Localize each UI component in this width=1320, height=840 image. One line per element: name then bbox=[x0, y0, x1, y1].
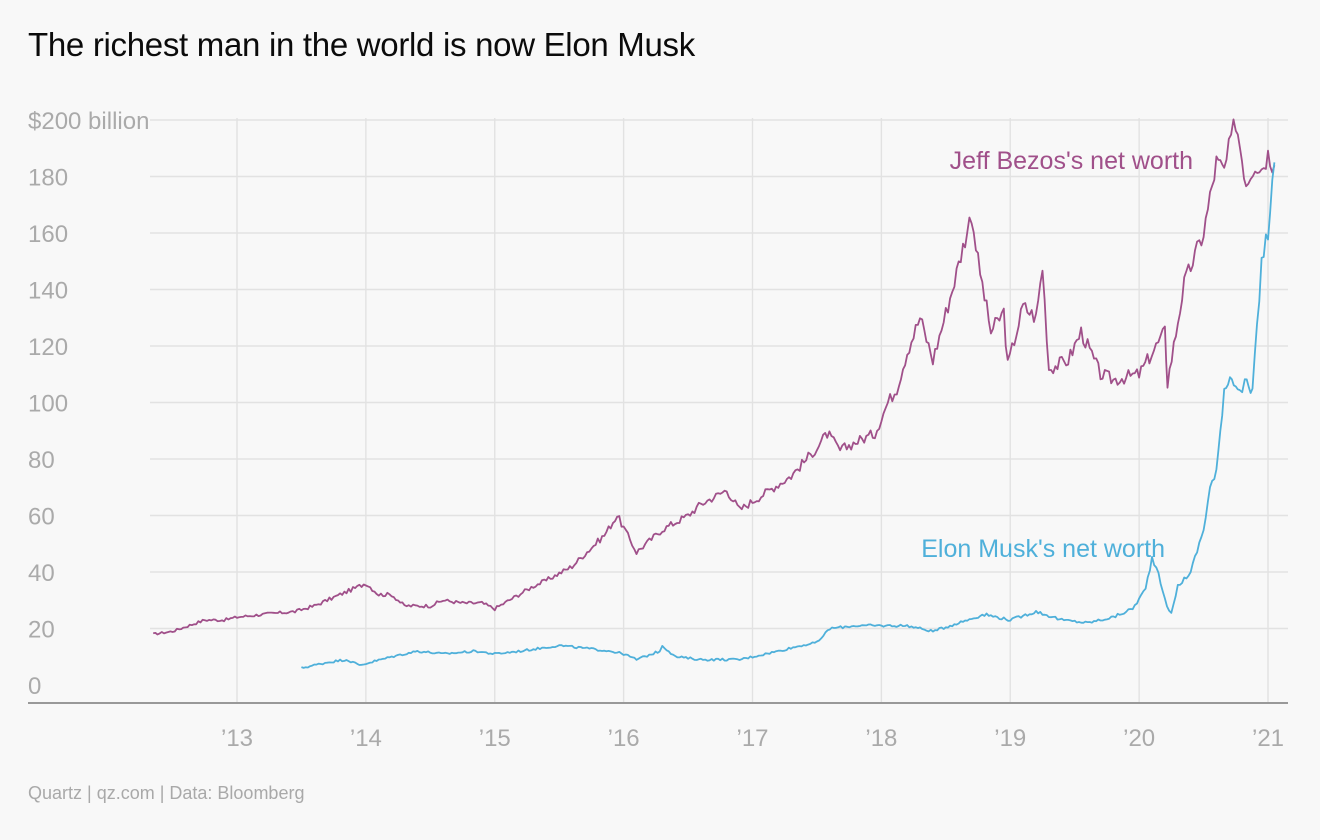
x-tick-label: ’19 bbox=[994, 725, 1026, 752]
series-line-musk bbox=[301, 162, 1276, 669]
y-tick-label: 80 bbox=[28, 447, 55, 474]
y-tick-label: 120 bbox=[28, 334, 68, 361]
source-footer: Quartz | qz.com | Data: Bloomberg bbox=[28, 783, 305, 803]
y-tick-label: 0 bbox=[28, 673, 41, 700]
x-tick-label: ’16 bbox=[608, 725, 640, 752]
chart-title: The richest man in the world is now Elon… bbox=[28, 26, 695, 63]
x-tick-label: ’17 bbox=[736, 725, 768, 752]
series-line-bezos bbox=[153, 118, 1276, 636]
x-tick-label: ’21 bbox=[1252, 725, 1284, 752]
x-tick-label: ’14 bbox=[350, 725, 382, 752]
y-tick-label: 180 bbox=[28, 165, 68, 192]
y-tick-label: 40 bbox=[28, 560, 55, 587]
x-tick-label: ’18 bbox=[865, 725, 897, 752]
y-tick-label: $200 billion bbox=[28, 108, 149, 135]
y-tick-label: 160 bbox=[28, 221, 68, 248]
y-tick-label: 60 bbox=[28, 504, 55, 531]
y-tick-label: 100 bbox=[28, 391, 68, 418]
x-tick-label: ’20 bbox=[1123, 725, 1155, 752]
y-tick-label: 20 bbox=[28, 617, 55, 644]
y-tick-label: 140 bbox=[28, 278, 68, 305]
x-tick-label: ’13 bbox=[221, 725, 253, 752]
series-label-bezos: Jeff Bezos's net worth bbox=[950, 147, 1193, 175]
series-label-musk: Elon Musk's net worth bbox=[921, 535, 1165, 563]
x-tick-label: ’15 bbox=[479, 725, 511, 752]
